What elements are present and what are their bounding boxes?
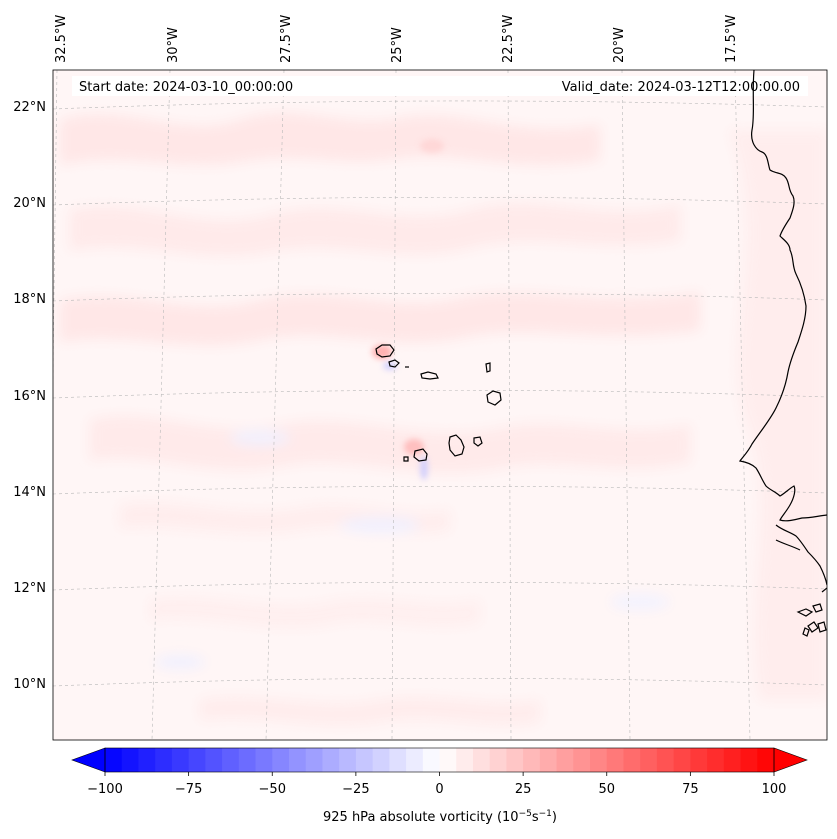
vorticity-hotspots	[372, 139, 444, 480]
colorbar-tick-label: −50	[259, 782, 286, 797]
colorbar-tick-label: 50	[598, 782, 615, 797]
lon-label: 17.5°W	[724, 15, 739, 63]
colorbar-segment	[656, 748, 675, 772]
colorbar-segment	[556, 748, 574, 772]
lat-label: 10°N	[13, 677, 46, 692]
colorbar-max-extend-arrow	[773, 747, 808, 773]
valid-date-label: Valid_date: 2024-03-12T12:00:00.00	[562, 80, 800, 95]
gridlines	[53, 70, 827, 740]
colorbar-segment	[472, 748, 491, 772]
colorbar-segment	[372, 748, 390, 772]
colorbar-segment	[606, 748, 625, 772]
colorbar-segment	[155, 748, 173, 772]
colorbar-segment	[456, 748, 474, 772]
colorbar-ticks: −100 −75 −50 −25 0 25 50 75 100	[87, 772, 786, 797]
colorbar-segment	[238, 748, 257, 772]
colorbar-segment	[272, 748, 290, 772]
colorbar-title: 925 hPa absolute vorticity (10−5s−1)	[323, 809, 557, 825]
colorbar-tick-label: 100	[762, 782, 787, 797]
lat-label: 20°N	[13, 196, 46, 211]
colorbar-segment	[288, 748, 307, 772]
colorbar-segment	[406, 748, 424, 772]
lat-label: 12°N	[13, 581, 46, 596]
lat-label: 14°N	[13, 485, 46, 500]
colorbar-segment	[205, 748, 223, 772]
colorbar-segment	[573, 748, 591, 772]
colorbar-segment	[623, 748, 641, 772]
colorbar-segment	[673, 748, 691, 772]
lat-label: 18°N	[13, 292, 46, 307]
colorbar-segment	[740, 748, 758, 772]
start-date-label: Start date: 2024-03-10_00:00:00	[79, 80, 293, 95]
lon-label: 30°W	[166, 27, 181, 63]
vorticity-field	[60, 112, 827, 725]
lat-label: 16°N	[13, 389, 46, 404]
colorbar-segment	[422, 748, 441, 772]
header-band	[72, 76, 808, 96]
colorbar-segments	[105, 748, 775, 772]
colorbar-segment	[339, 748, 357, 772]
colorbar-segment	[707, 748, 725, 772]
colorbar-segment	[138, 748, 156, 772]
colorbar-tick-label: 0	[435, 782, 443, 797]
colorbar-tick-label: −25	[342, 782, 369, 797]
colorbar-segment	[489, 748, 508, 772]
colorbar-segment	[255, 748, 273, 772]
colorbar-tick-label: 25	[515, 782, 532, 797]
colorbar-segment	[690, 748, 708, 772]
lat-label: 22°N	[13, 100, 46, 115]
lon-label: 27.5°W	[279, 15, 294, 63]
lon-label: 32.5°W	[54, 15, 69, 63]
colorbar-segment	[171, 748, 190, 772]
colorbar-segment	[188, 748, 206, 772]
longitude-labels: 32.5°W 30°W 27.5°W 25°W 22.5°W 20°W 17.5…	[54, 15, 739, 63]
lon-label: 25°W	[390, 27, 405, 63]
colorbar-segment	[355, 748, 374, 772]
island-coastlines	[375, 344, 502, 462]
colorbar-segment	[506, 748, 524, 772]
map-border	[52, 69, 828, 741]
colorbar-tick-label: −100	[87, 782, 123, 797]
colorbar-segment	[523, 748, 541, 772]
colorbar-segment	[590, 748, 608, 772]
colorbar-tick-label: −75	[175, 782, 202, 797]
colorbar-segment	[539, 748, 558, 772]
lon-label: 20°W	[612, 27, 627, 63]
colorbar-segment	[757, 748, 775, 772]
colorbar-segment	[389, 748, 407, 772]
colorbar-segment	[105, 748, 123, 772]
colorbar-min-extend-arrow	[71, 747, 106, 773]
lon-label: 22.5°W	[501, 15, 516, 63]
colorbar-segment	[222, 748, 240, 772]
colorbar-segment	[723, 748, 742, 772]
colorbar-segment	[121, 748, 140, 772]
colorbar-segment	[305, 748, 324, 772]
colorbar-segment	[439, 748, 457, 772]
latitude-labels: 22°N 20°N 18°N 16°N 14°N 12°N 10°N	[13, 100, 46, 692]
map-area	[53, 70, 827, 740]
colorbar-tick-label: 75	[682, 782, 699, 797]
colorbar-segment	[322, 748, 340, 772]
africa-coastline	[738, 70, 827, 637]
colorbar: −100 −75 −50 −25 0 25 50 75 100 925 hPa absolute…	[71, 747, 808, 825]
colorbar-segment	[640, 748, 658, 772]
